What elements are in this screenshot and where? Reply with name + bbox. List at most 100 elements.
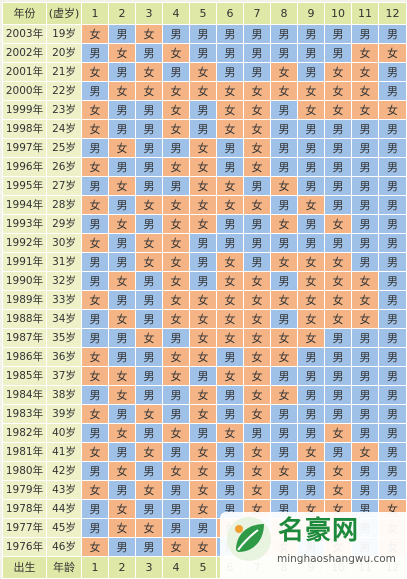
row-age: 39岁: [46, 404, 82, 424]
row-age: 29岁: [46, 214, 82, 234]
cell-male: 男: [135, 119, 163, 139]
cell-female: 女: [270, 214, 298, 234]
cell-male: 男: [135, 385, 163, 405]
table-row: 1988年 34岁男女男女女女女男女女女男: [2, 309, 407, 329]
cell-female: 女: [216, 119, 244, 139]
cell-male: 男: [81, 81, 109, 101]
cell-female: 女: [243, 480, 271, 500]
cell-male: 男: [270, 157, 298, 177]
cell-male: 男: [378, 366, 407, 386]
row-age: 41岁: [46, 442, 82, 462]
row-age: 35岁: [46, 328, 82, 348]
cell-female: 女: [243, 195, 271, 215]
header-month-4: 4: [162, 2, 190, 25]
cell-male: 男: [135, 423, 163, 443]
cell-male: 男: [108, 347, 136, 367]
row-year: 1978年: [2, 499, 47, 519]
cell-female: 女: [81, 537, 109, 557]
cell-female: 女: [108, 499, 136, 519]
cell-female: 女: [270, 252, 298, 272]
cell-female: 女: [351, 442, 379, 462]
cell-female: 女: [216, 252, 244, 272]
footer-month-5: 5: [189, 556, 217, 579]
cell-male: 男: [378, 309, 407, 329]
row-year: 1995年: [2, 176, 47, 196]
table-row: 1986年 36岁女男男女女男女女男男男男: [2, 347, 407, 367]
cell-female: 女: [135, 62, 163, 82]
row-year: 2002年: [2, 43, 47, 63]
cell-male: 男: [162, 518, 190, 538]
cell-female: 女: [243, 385, 271, 405]
cell-male: 男: [189, 233, 217, 253]
cell-male: 男: [135, 366, 163, 386]
cell-female: 女: [324, 309, 352, 329]
cell-female: 女: [189, 499, 217, 519]
table-row: 2002年 20岁男女男女男男男男男男女女: [2, 43, 407, 63]
cell-male: 男: [135, 537, 163, 557]
cell-male: 男: [270, 423, 298, 443]
table-row: 2001年 21岁女男女男女男男女男女女男: [2, 62, 407, 82]
cell-female: 女: [108, 518, 136, 538]
cell-female: 女: [189, 81, 217, 101]
cell-female: 女: [243, 309, 271, 329]
cell-male: 男: [216, 214, 244, 234]
table-row: 1984年 38岁男女男男女男女女男男男男: [2, 385, 407, 405]
cell-male: 男: [351, 461, 379, 481]
table-row: 1979年 43岁女男女男女男女男男女男男: [2, 480, 407, 500]
cell-female: 女: [216, 100, 244, 120]
table-row: 1990年 32岁男女男女男女女男女女女男: [2, 271, 407, 291]
header-month-5: 5: [189, 2, 217, 25]
header-row: 年份 (虚岁) 1 2 3 4 5 6 7 8 9 10 11 12: [2, 2, 407, 25]
cell-male: 男: [324, 404, 352, 424]
cell-male: 男: [378, 442, 407, 462]
row-age: 31岁: [46, 252, 82, 272]
cell-female: 女: [135, 252, 163, 272]
cell-male: 男: [81, 309, 109, 329]
cell-male: 男: [351, 24, 379, 44]
cell-female: 女: [216, 81, 244, 101]
row-year: 1988年: [2, 309, 47, 329]
footer-month-3: 3: [135, 556, 163, 579]
cell-male: 男: [108, 100, 136, 120]
footer-month-4: 4: [162, 556, 190, 579]
cell-male: 男: [351, 214, 379, 234]
cell-male: 男: [351, 347, 379, 367]
cell-female: 女: [351, 309, 379, 329]
cell-female: 女: [162, 157, 190, 177]
table-row: 1985年 37岁女女男女男女女男男男男男: [2, 366, 407, 386]
row-age: 42岁: [46, 461, 82, 481]
cell-male: 男: [297, 366, 325, 386]
table-row: 1989年 33岁女男男女女女女女女女女男: [2, 290, 407, 310]
cell-female: 女: [189, 138, 217, 158]
cell-male: 男: [297, 385, 325, 405]
cell-female: 女: [81, 404, 109, 424]
cell-female: 女: [189, 385, 217, 405]
row-year: 1982年: [2, 423, 47, 443]
cell-female: 女: [243, 461, 271, 481]
cell-male: 男: [297, 480, 325, 500]
cell-male: 男: [243, 252, 271, 272]
cell-female: 女: [243, 119, 271, 139]
cell-female: 女: [243, 100, 271, 120]
cell-male: 男: [378, 138, 407, 158]
header-age: (虚岁): [46, 2, 82, 25]
row-year: 1979年: [2, 480, 47, 500]
cell-female: 女: [216, 195, 244, 215]
cell-male: 男: [324, 442, 352, 462]
cell-male: 男: [351, 252, 379, 272]
cell-female: 女: [135, 328, 163, 348]
cell-male: 男: [189, 366, 217, 386]
cell-male: 男: [216, 404, 244, 424]
cell-female: 女: [108, 461, 136, 481]
cell-male: 男: [324, 43, 352, 63]
row-age: 33岁: [46, 290, 82, 310]
cell-male: 男: [189, 43, 217, 63]
cell-female: 女: [324, 252, 352, 272]
cell-male: 男: [162, 404, 190, 424]
table-row: 1994年 28岁女男女女女女女男女男男男: [2, 195, 407, 215]
footer-month-2: 2: [108, 556, 136, 579]
watermark-url: minghaoshangwu.com: [277, 553, 396, 565]
table-row: 1999年 23岁女男男女男女女男女女女女: [2, 100, 407, 120]
cell-male: 男: [270, 119, 298, 139]
cell-male: 男: [297, 423, 325, 443]
